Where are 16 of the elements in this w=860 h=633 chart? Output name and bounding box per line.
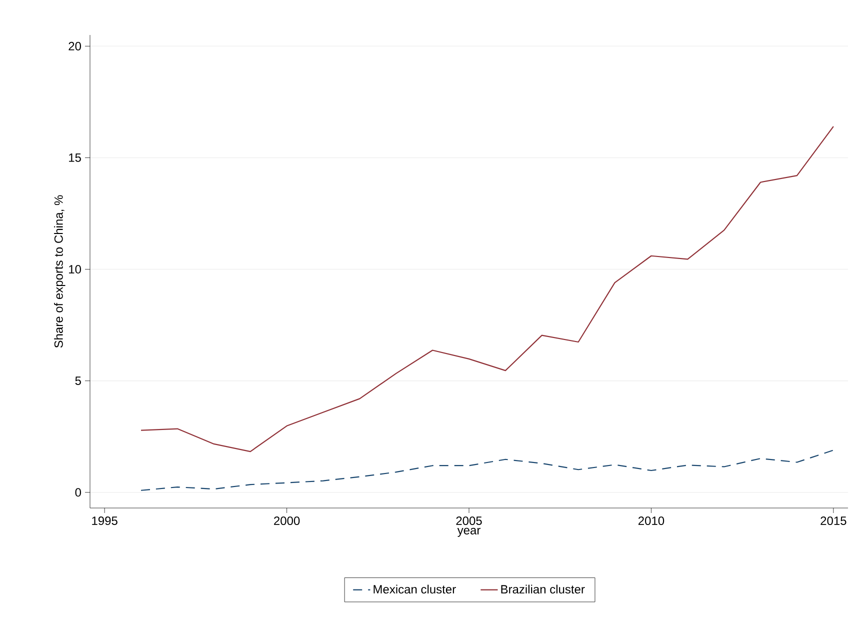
x-axis-title: year — [457, 528, 480, 537]
x-tick-label: 2000 — [274, 516, 300, 526]
y-axis-title: Share of exports to China, % — [54, 195, 66, 348]
y-tick-label: 20 — [68, 42, 82, 50]
y-tick-label: 0 — [75, 488, 82, 497]
y-tick-label: 10 — [69, 265, 82, 274]
x-tick-label: 2010 — [638, 516, 664, 526]
legend-label: Brazilian cluster — [501, 584, 585, 594]
x-tick-label: 2005 — [456, 516, 482, 526]
legend-label: Mexican cluster — [374, 584, 456, 594]
line-series — [140, 126, 834, 452]
x-tick-label: 2015 — [820, 516, 846, 526]
y-tick-label: 15 — [69, 154, 81, 162]
line-series — [140, 450, 834, 491]
y-tick-label: 5 — [75, 376, 81, 386]
x-tick-label: 1995 — [92, 516, 118, 526]
